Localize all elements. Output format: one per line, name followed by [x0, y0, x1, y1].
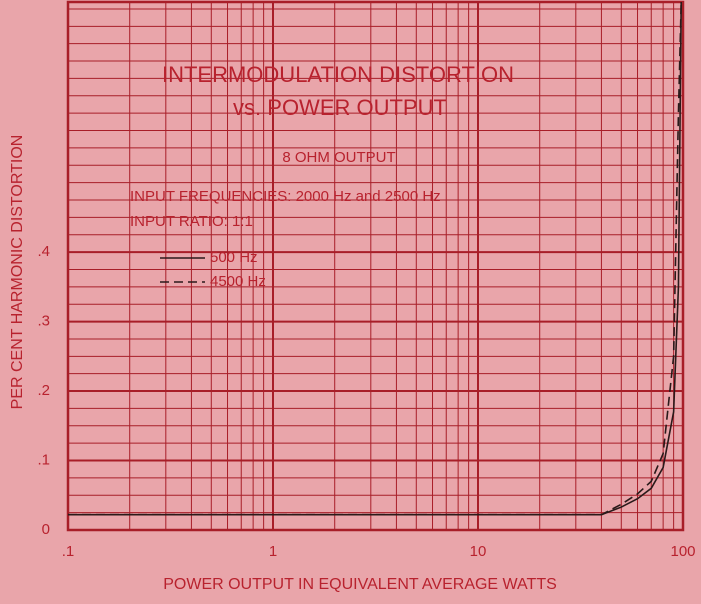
grid	[67, 2, 684, 531]
x-tick-label: 1	[269, 543, 277, 560]
line-series	[68, 1, 683, 516]
y-tick-label: .3	[37, 313, 50, 330]
y-tick-label: .2	[37, 382, 50, 399]
y-tick-label: .1	[37, 451, 50, 468]
y-tick-label: .4	[37, 243, 50, 260]
annotation: INPUT FREQUENCIES: 2000 Hz and 2500 Hz	[130, 188, 441, 205]
y-axis-label: PER CENT HARMONIC DISTORTION	[9, 135, 26, 410]
chart-title: INTERMODULATION DISTORTION	[162, 62, 514, 87]
legend-label: 4500 Hz	[210, 273, 266, 290]
x-tick-label: .1	[62, 543, 75, 560]
annotation: 8 OHM OUTPUT	[282, 149, 395, 166]
plot-frame	[66, 0, 685, 532]
y-tick-label: 0	[42, 521, 50, 538]
x-tick-label: 10	[470, 543, 487, 560]
x-tick-label: 100	[670, 543, 695, 560]
legend-label: 500 Hz	[210, 249, 258, 266]
annotation: INPUT RATIO: 1:1	[130, 213, 253, 230]
x-axis-label: POWER OUTPUT IN EQUIVALENT AVERAGE WATTS	[163, 576, 557, 593]
chart-subtitle: vs. POWER OUTPUT	[233, 95, 447, 120]
